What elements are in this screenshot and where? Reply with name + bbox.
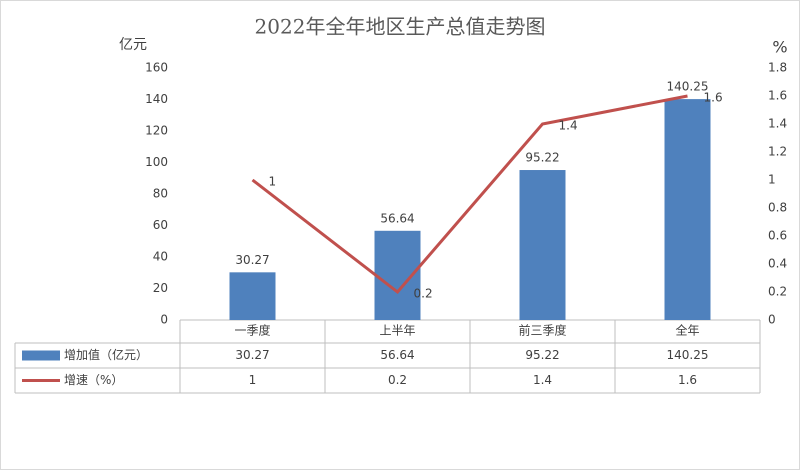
table-cell: 56.64	[380, 348, 414, 362]
bar	[229, 272, 276, 320]
table-cell: 1	[249, 373, 257, 387]
bar	[519, 170, 566, 320]
y-axis-label: 亿元	[119, 37, 147, 53]
y2-tick-label: 1.4	[768, 117, 787, 131]
y-tick-label: 40	[153, 250, 168, 264]
x-tick-label: 上半年	[379, 324, 415, 338]
y-tick-label: 60	[153, 218, 168, 232]
table-cell: 30.27	[235, 348, 269, 362]
y-tick-label: 160	[145, 61, 168, 75]
table-cell: 0.2	[388, 373, 407, 387]
x-tick-label: 全年	[675, 323, 699, 338]
y2-tick-label: 0.2	[768, 285, 787, 299]
y2-tick-label: 0.6	[768, 229, 787, 243]
data-label: 1.4	[559, 119, 578, 133]
data-label: 1.6	[704, 91, 723, 105]
bar	[664, 99, 711, 320]
y2-tick-label: 1.2	[768, 145, 787, 159]
table-cell: 1.6	[678, 373, 697, 387]
y2-tick-label: 1	[768, 173, 776, 187]
y-tick-label: 20	[153, 281, 168, 295]
legend-label: 增加值（亿元）	[64, 347, 148, 362]
data-label: 140.25	[667, 80, 709, 94]
table-cell: 95.22	[525, 348, 559, 362]
data-label: 30.27	[235, 253, 269, 267]
x-tick-label: 一季度	[234, 323, 270, 338]
y-tick-label: 100	[145, 155, 168, 169]
data-label: 0.2	[414, 287, 433, 301]
line	[251, 94, 688, 295]
y-tick-label: 80	[153, 187, 168, 201]
y-tick-label: 0	[160, 313, 168, 327]
legend-label: 增速（%）	[64, 373, 123, 387]
y2-tick-label: 1.6	[768, 89, 787, 103]
data-label: 56.64	[380, 211, 414, 225]
data-label: 95.22	[525, 151, 559, 165]
table-cell: 1.4	[533, 373, 552, 387]
table-cell: 140.25	[667, 348, 709, 362]
legend-key	[22, 350, 60, 361]
x-tick-label: 前三季度	[518, 323, 566, 338]
chart-title: 2022年全年地区生产总值走势图	[255, 15, 546, 39]
y2-tick-label: 0	[768, 313, 776, 327]
y-tick-label: 140	[145, 92, 168, 106]
y2-tick-label: 1.8	[768, 61, 787, 75]
y2-axis-label: %	[772, 38, 787, 57]
y2-tick-label: 0.4	[768, 257, 787, 271]
data-label: 1	[269, 175, 277, 189]
y2-tick-label: 0.8	[768, 201, 787, 215]
y-tick-label: 120	[145, 124, 168, 138]
